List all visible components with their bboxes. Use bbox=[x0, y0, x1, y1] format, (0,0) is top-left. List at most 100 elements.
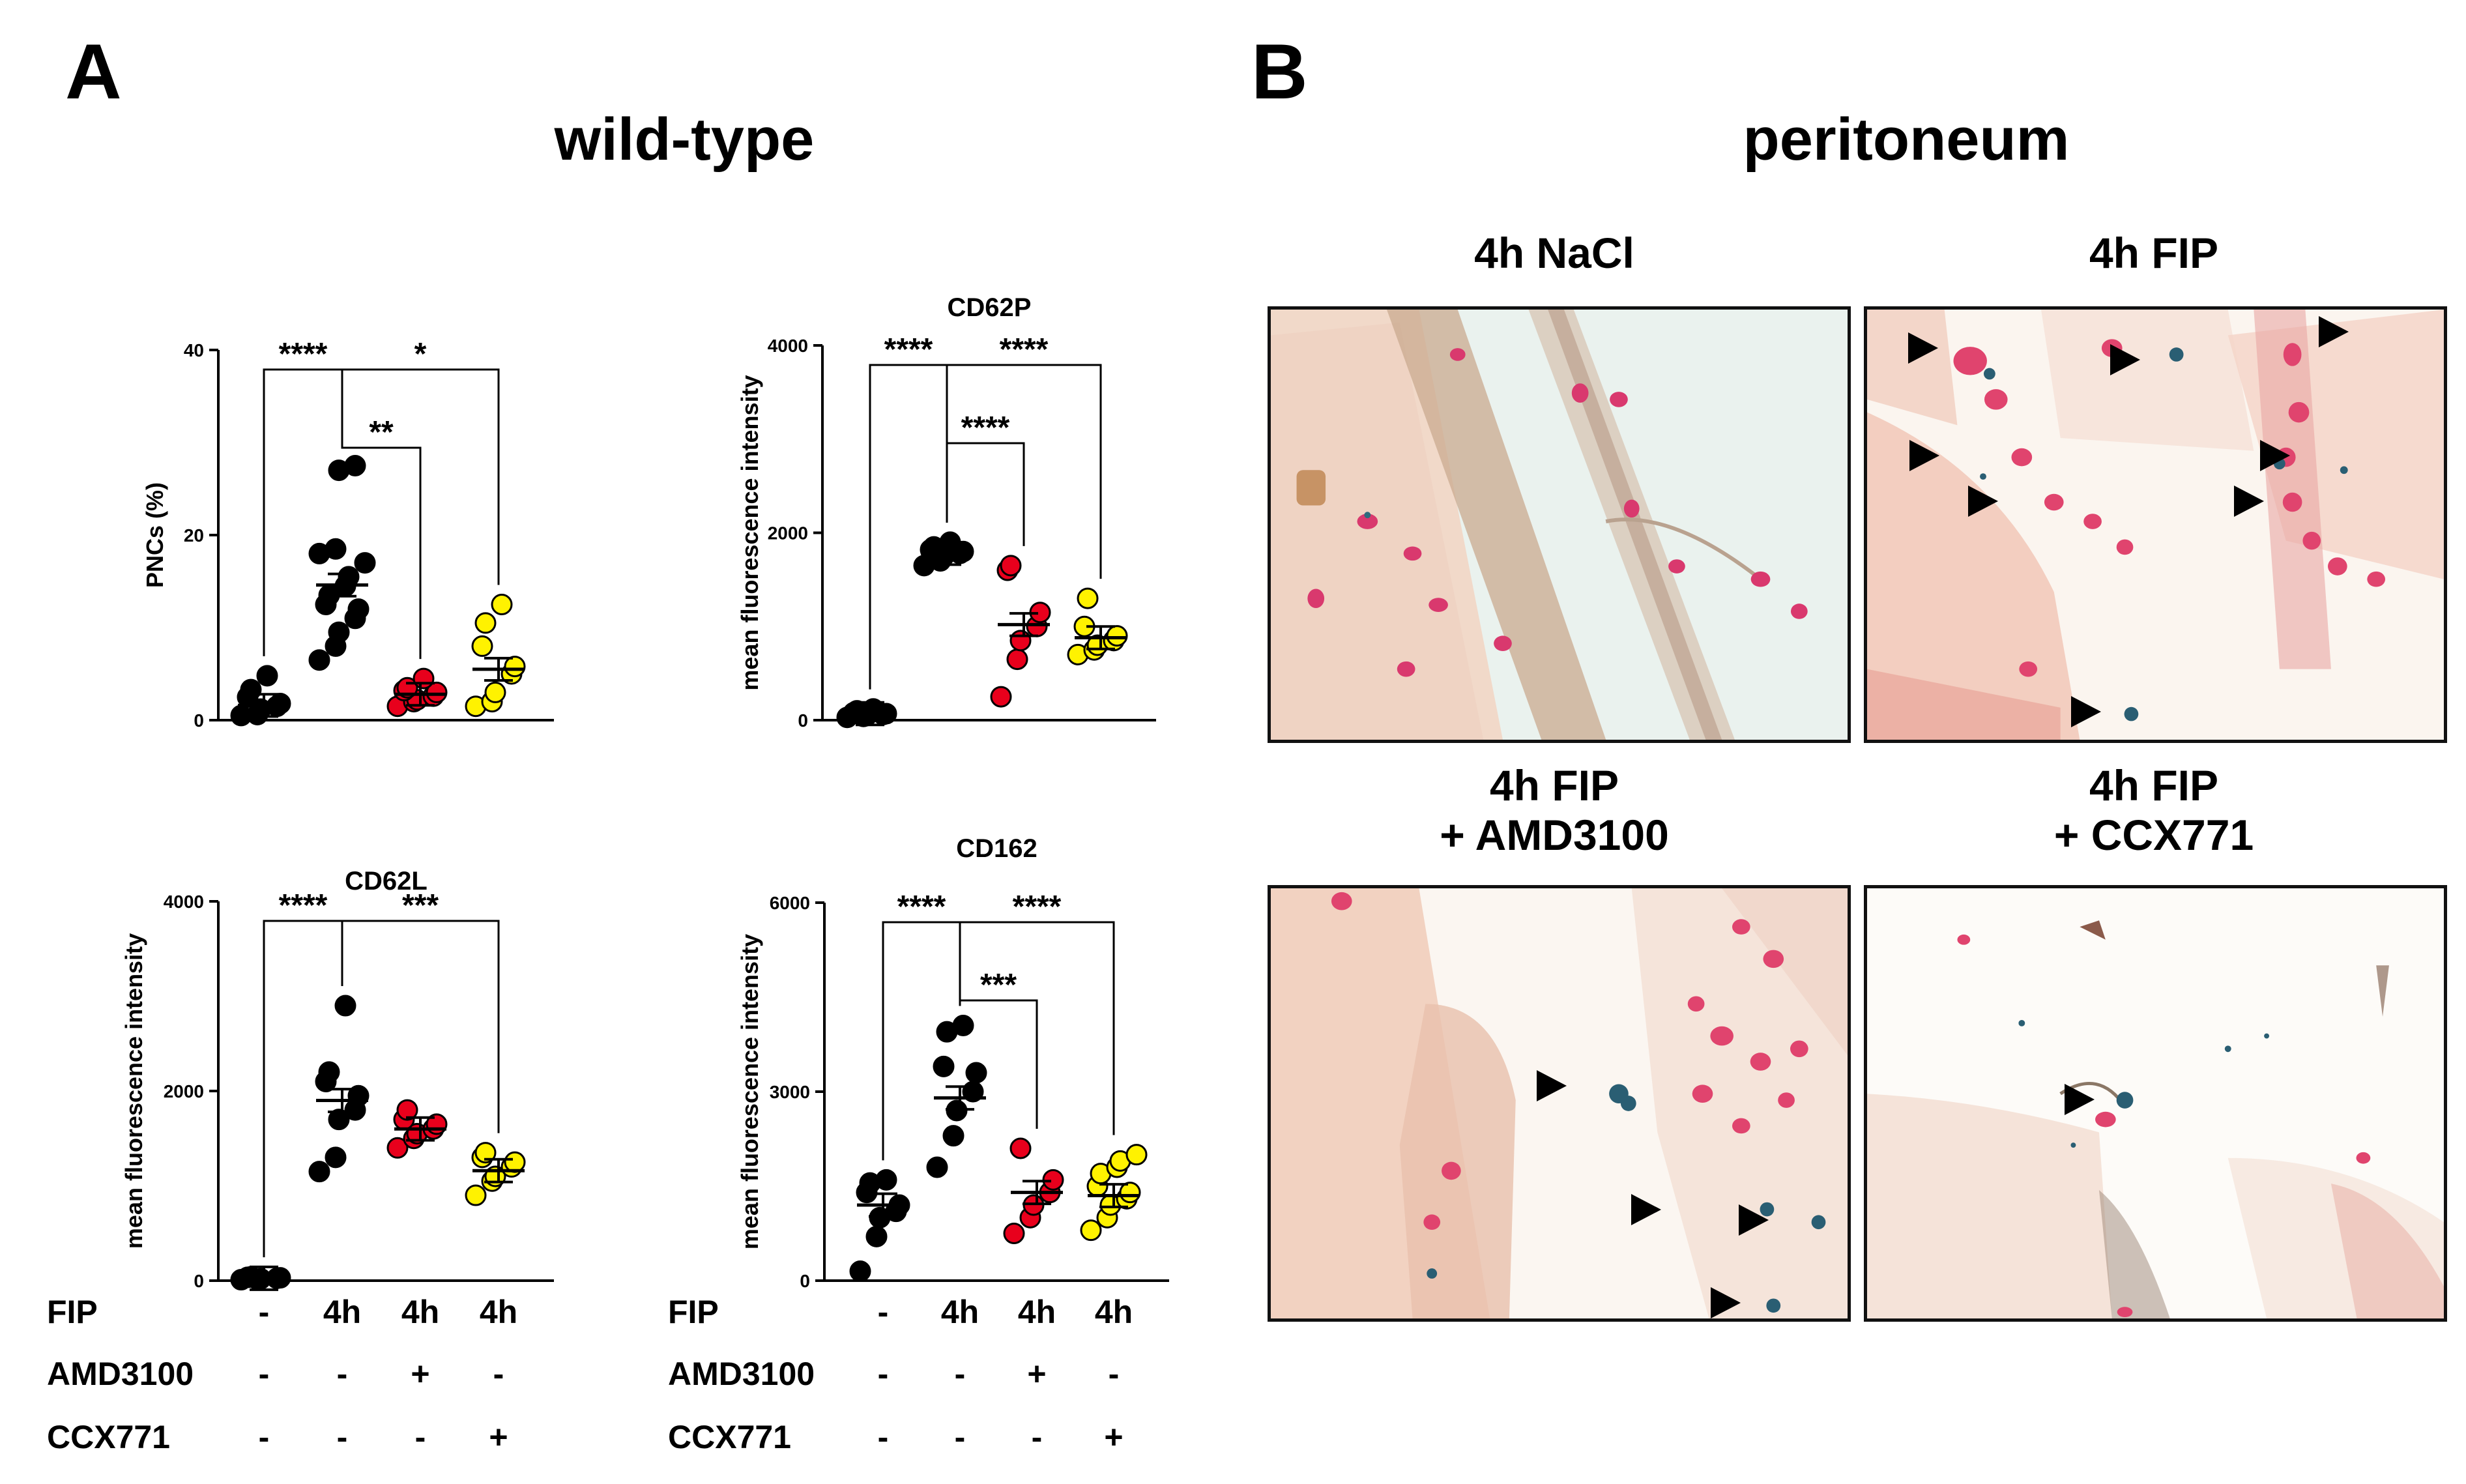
data-point bbox=[471, 635, 493, 657]
data-point bbox=[386, 1137, 409, 1159]
treatment-cell: - bbox=[955, 1356, 966, 1392]
micrograph-amd3100 bbox=[1268, 885, 1851, 1322]
micrograph-label-fip-line1: 4h FIP bbox=[2089, 229, 2219, 277]
treatment-cell: - bbox=[259, 1294, 270, 1330]
micrograph-label-nacl-line1: 4h NaCl bbox=[1474, 229, 1634, 277]
significance-bracket bbox=[959, 921, 1115, 1135]
data-point bbox=[1077, 587, 1099, 609]
y-axis-label: mean fluorescence intensity bbox=[121, 933, 147, 1249]
data-point bbox=[474, 1142, 497, 1164]
data-point bbox=[269, 692, 291, 714]
panel-a-title: wild-type bbox=[554, 106, 815, 173]
y-tick-label: 0 bbox=[798, 710, 808, 731]
chart-title: CD162 bbox=[956, 834, 1037, 863]
panel-a-label: A bbox=[65, 28, 122, 115]
arrowhead-marker bbox=[2110, 344, 2140, 375]
arrowhead-marker bbox=[1968, 486, 1998, 517]
significance-label: *** bbox=[980, 968, 1017, 1002]
y-tick-label: 2000 bbox=[768, 523, 808, 544]
data-point bbox=[952, 1015, 974, 1036]
treatment-cell: - bbox=[337, 1419, 348, 1455]
data-point bbox=[933, 1055, 955, 1077]
treatment-cell: 4h bbox=[480, 1294, 517, 1330]
data-point bbox=[1003, 1223, 1025, 1244]
data-point bbox=[1009, 1137, 1032, 1159]
micrograph-label-amd3100: 4h FIP + AMD3100 bbox=[1264, 764, 1844, 856]
micrograph-fip-image bbox=[1867, 310, 2444, 740]
data-point bbox=[413, 667, 435, 690]
y-tick-label: 4000 bbox=[768, 336, 808, 356]
significance-label: **** bbox=[897, 890, 946, 924]
y-tick-label: 2000 bbox=[164, 1081, 204, 1101]
significance-bracket bbox=[869, 364, 948, 690]
treatment-cell: 4h bbox=[1095, 1294, 1133, 1330]
treatment-cell: - bbox=[493, 1356, 504, 1392]
significance-label: * bbox=[414, 337, 427, 371]
data-point bbox=[1000, 555, 1022, 577]
data-point bbox=[354, 552, 376, 574]
y-axis-label: mean fluorescence intensity bbox=[736, 934, 763, 1249]
arrowhead-marker bbox=[2065, 1084, 2095, 1115]
treatment-cell: - bbox=[1109, 1356, 1120, 1392]
data-point bbox=[1009, 630, 1032, 652]
micrograph-label-amd3100-line2: + AMD3100 bbox=[1440, 811, 1669, 859]
arrowhead-marker bbox=[1739, 1204, 1769, 1236]
data-point bbox=[491, 594, 513, 615]
micrograph-label-ccx771-line2: + CCX771 bbox=[2053, 811, 2254, 859]
data-point bbox=[347, 598, 370, 620]
micrograph-fip bbox=[1864, 306, 2447, 743]
data-point bbox=[1080, 1219, 1102, 1242]
data-point bbox=[865, 1225, 888, 1247]
data-point bbox=[504, 656, 526, 678]
micrograph-nacl bbox=[1268, 306, 1851, 743]
data-point bbox=[325, 1146, 347, 1169]
chart-title: CD62L bbox=[345, 867, 428, 895]
chart-title: CD62P bbox=[948, 293, 1032, 322]
treatment-row-label: AMD3100 bbox=[47, 1356, 194, 1392]
y-tick-label: 3000 bbox=[770, 1082, 810, 1102]
micrograph-label-nacl: 4h NaCl bbox=[1264, 231, 1844, 274]
micrograph-label-ccx771: 4h FIP + CCX771 bbox=[1864, 764, 2444, 856]
treatment-cell: 4h bbox=[941, 1294, 979, 1330]
y-axis-label: mean fluorescence intensity bbox=[736, 375, 763, 690]
data-point bbox=[325, 538, 347, 560]
y-tick-label: 6000 bbox=[770, 893, 810, 913]
treatment-cell: + bbox=[1027, 1356, 1046, 1392]
data-point bbox=[308, 649, 330, 671]
data-point bbox=[328, 1109, 350, 1131]
treatment-cell: 4h bbox=[1018, 1294, 1056, 1330]
treatment-cell: - bbox=[415, 1419, 426, 1455]
treatment-cell: - bbox=[878, 1294, 889, 1330]
arrowhead-marker bbox=[1631, 1194, 1661, 1225]
arrowhead-marker bbox=[1909, 440, 1939, 471]
significance-bracket bbox=[959, 999, 1038, 1129]
panel-b-label: B bbox=[1251, 28, 1308, 115]
arrowhead-marker bbox=[2260, 440, 2290, 471]
significance-label: ** bbox=[369, 415, 394, 450]
data-point bbox=[504, 1151, 526, 1173]
treatment-cell: 4h bbox=[401, 1294, 439, 1330]
data-point bbox=[474, 612, 497, 634]
y-tick-label: 0 bbox=[194, 710, 204, 731]
data-point bbox=[318, 1061, 340, 1083]
significance-bracket bbox=[946, 442, 1025, 546]
data-point bbox=[328, 621, 350, 643]
micrograph-label-ccx771-line1: 4h FIP bbox=[2089, 761, 2219, 809]
data-point bbox=[484, 681, 506, 703]
micrograph-nacl-image bbox=[1271, 310, 1848, 740]
data-point bbox=[308, 1161, 330, 1183]
y-tick-label: 0 bbox=[194, 1271, 204, 1291]
micrograph-ccx771-image bbox=[1867, 888, 2444, 1318]
data-point bbox=[256, 665, 278, 687]
data-point bbox=[240, 678, 262, 701]
significance-label: **** bbox=[1000, 332, 1049, 367]
treatment-cell: - bbox=[337, 1356, 348, 1392]
data-point bbox=[875, 1169, 897, 1191]
treatment-cell: + bbox=[411, 1356, 429, 1392]
arrowhead-marker bbox=[1537, 1070, 1567, 1101]
treatment-cell: - bbox=[1032, 1419, 1043, 1455]
arrowhead-marker bbox=[1908, 332, 1938, 364]
arrowhead-marker bbox=[2071, 696, 2101, 727]
data-point bbox=[465, 1184, 487, 1206]
